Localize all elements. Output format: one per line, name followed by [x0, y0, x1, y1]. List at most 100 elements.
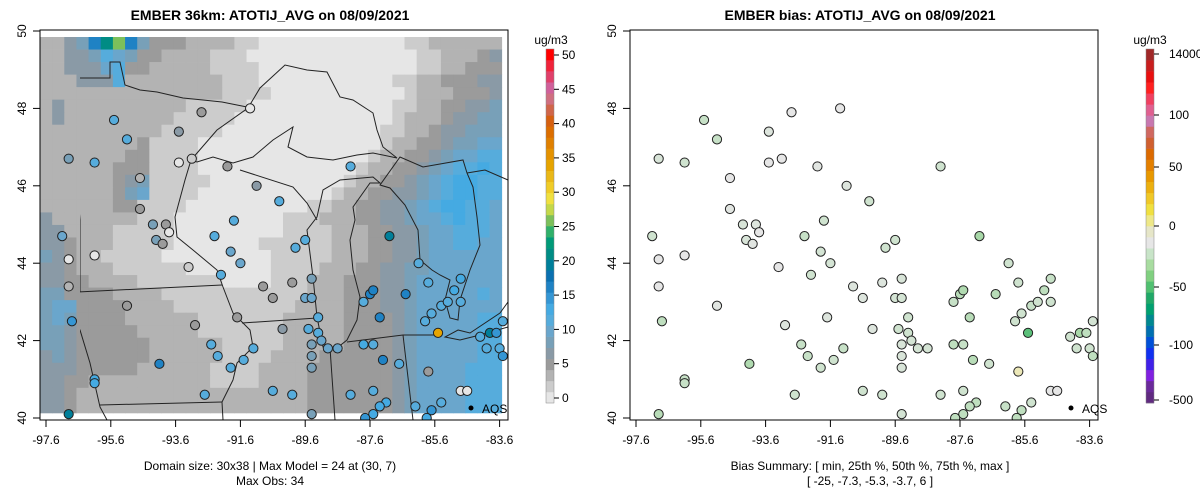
grid-cell [64, 362, 77, 376]
grid-cell [125, 400, 138, 414]
bias-station-point [1081, 327, 1092, 338]
grid-cell [440, 325, 454, 339]
grid-cell [270, 174, 284, 188]
grid-cell [404, 300, 418, 314]
legend-label: AQS [1082, 402, 1107, 416]
bias-station-point [1016, 308, 1027, 319]
grid-cell [404, 137, 418, 151]
grid-cell [270, 137, 284, 151]
grid-cell [234, 387, 247, 401]
grid-cell [416, 87, 430, 101]
grid-cell [392, 262, 405, 276]
grid-cell [52, 337, 65, 351]
grid-cell [88, 287, 102, 301]
colorbar-tick-label: -50 [1169, 280, 1187, 294]
grid-cell [368, 362, 381, 376]
grid-cell [319, 300, 332, 314]
grid-cell [477, 300, 490, 314]
bias-station-point [818, 215, 830, 226]
grid-cell [368, 162, 381, 176]
colorbar-swatch [1146, 104, 1154, 116]
grid-cell [137, 275, 150, 288]
grid-cell [295, 337, 308, 351]
grid-cell [52, 124, 65, 138]
obs-station-point [306, 292, 317, 304]
grid-cell [112, 362, 126, 376]
grid-cell [76, 187, 89, 201]
grid-cell [270, 300, 284, 314]
colorbar-swatch [546, 248, 554, 260]
grid-cell [343, 287, 357, 301]
grid-cell [185, 212, 199, 226]
grid-cell [137, 300, 150, 314]
y-tick-label: 40 [605, 411, 619, 425]
grid-cell [368, 187, 381, 201]
obs-station-point [274, 196, 285, 207]
grid-cell [125, 387, 138, 401]
grid-cell [112, 37, 126, 50]
grid-cell [392, 162, 405, 176]
grid-cell [283, 112, 296, 126]
grid-cell [197, 187, 211, 201]
grid-cell [100, 162, 114, 176]
grid-cell [489, 74, 503, 88]
grid-cell [258, 99, 272, 113]
obs-station-point [63, 153, 74, 164]
grid-cell [234, 112, 247, 126]
grid-cell [368, 149, 381, 163]
bias-station-point [679, 157, 690, 168]
obs-station-point [368, 285, 379, 296]
obs-station-point [368, 385, 379, 397]
grid-cell [258, 124, 272, 138]
bias-station-point [754, 227, 765, 238]
grid-cell [76, 212, 89, 226]
grid-cell [343, 350, 357, 364]
grid-cell [404, 224, 418, 238]
grid-cell [112, 337, 126, 351]
grid-cell [112, 224, 126, 238]
grid-cell [416, 337, 430, 351]
model-map-title: EMBER 36km: ATOTIJ_AVG on 08/09/2021 [131, 7, 410, 23]
grid-cell [392, 87, 405, 101]
grid-cell [416, 287, 430, 301]
grid-cell [489, 262, 503, 276]
grid-cell [246, 149, 260, 163]
grid-cell [380, 337, 393, 351]
grid-cell [270, 149, 284, 163]
grid-cell [428, 250, 442, 263]
grid-cell [331, 187, 345, 201]
grid-cell [52, 287, 65, 301]
bias-station-point [896, 350, 907, 362]
bias-station-point [653, 281, 664, 292]
grid-cell [173, 375, 187, 389]
grid-cell [477, 287, 490, 301]
grid-cell [307, 212, 320, 226]
grid-cell [40, 400, 53, 414]
grid-cell [100, 362, 114, 376]
grid-cell [440, 312, 454, 326]
bias-station-point [653, 409, 664, 420]
grid-cell [100, 237, 114, 251]
grid-cell [197, 62, 211, 75]
bias-station-point [890, 234, 901, 246]
grid-cell [52, 250, 65, 263]
grid-cell [173, 312, 187, 326]
grid-cell [453, 325, 466, 339]
grid-cell [440, 387, 454, 401]
grid-cell [149, 312, 162, 326]
grid-cell [295, 49, 308, 63]
obs-station-point [209, 231, 220, 242]
grid-cell [477, 99, 490, 113]
x-tick-label: -93.6 [752, 433, 780, 447]
grid-cell [76, 62, 89, 75]
obs-station-point [157, 238, 168, 249]
grid-cell [416, 199, 430, 213]
colorbar-swatch [546, 159, 554, 171]
obs-station-point [421, 412, 432, 420]
grid-cell [64, 62, 77, 75]
grid-cell [258, 74, 272, 88]
grid-cell [222, 99, 235, 113]
grid-cell [453, 199, 466, 213]
bias-station-point [1009, 316, 1021, 327]
grid-cell [355, 387, 369, 401]
